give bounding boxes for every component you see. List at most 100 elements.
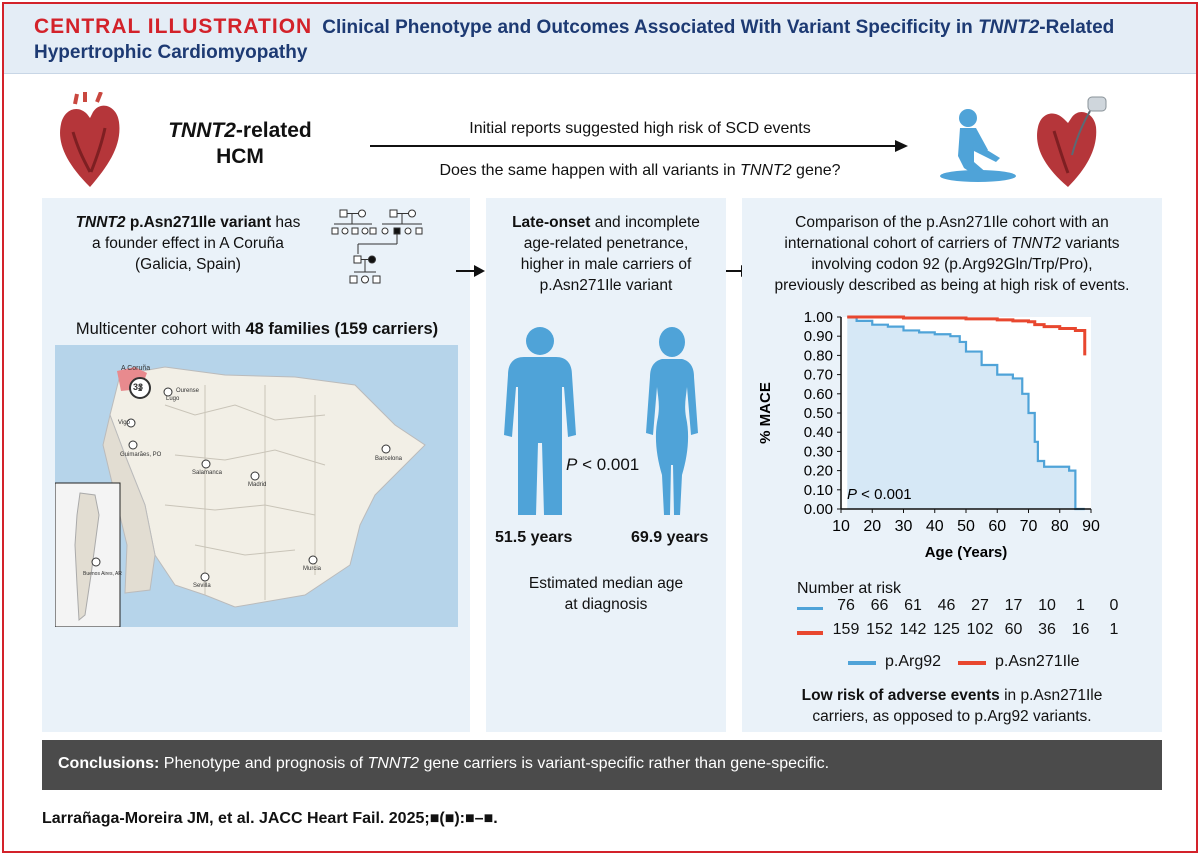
x-tick-label: 40	[926, 518, 944, 535]
top-line2-pre: Does the same happen with all variants i…	[439, 162, 741, 179]
right-comp3: involving codon 92 (p.Arg92Gln/Trp/Pro),	[811, 256, 1093, 273]
conclusion-pre: Phenotype and prognosis of	[159, 755, 368, 772]
middle-line1-rest: and incomplete	[590, 214, 700, 231]
left-has: has	[271, 214, 301, 231]
y-tick-label: 0.60	[804, 386, 833, 403]
middle-penetrance-text: Late-onset and incomplete age-related pe…	[488, 212, 724, 296]
y-tick-label: 0.40	[804, 424, 833, 441]
middle-line2: age-related penetrance,	[523, 235, 689, 252]
nar-value: 60	[1004, 621, 1023, 638]
map-label-guimaraes: Guimarães, PO	[120, 452, 162, 458]
middle-late-onset: Late-onset	[512, 214, 591, 231]
top-hcm: HCM	[216, 145, 264, 168]
nar-value: 27	[971, 597, 989, 614]
title-gene: TNNT2	[978, 17, 1040, 38]
middle-est1: Estimated median age	[528, 575, 684, 592]
header-title-line2: Hypertrophic Cardiomyopathy	[34, 42, 308, 63]
kaplan-meier-chart: 10 20 30 40 50 60 70 80 90 0.00 0.10 0.20 0.30 0.40 0.…	[757, 309, 1100, 561]
middle-p-rest: < 0.001	[577, 455, 640, 474]
legend-asn271-swatch	[958, 661, 986, 665]
arg92-area	[847, 317, 1085, 509]
nar-value: 0	[1109, 597, 1119, 614]
nar-value: 152	[866, 621, 893, 638]
right-low-risk-rest: in p.Asn271Ile	[999, 687, 1103, 704]
y-tick-label: 0.10	[804, 482, 833, 499]
male-silhouette-icon	[504, 327, 576, 515]
conclusion-label: Conclusions:	[58, 755, 160, 772]
right-comp4: previously described as being at high ri…	[774, 277, 1130, 294]
title-post: -Related	[1039, 17, 1115, 38]
right-low-risk-bold: Low risk of adverse events	[801, 687, 1000, 704]
conclusion-bar: Conclusions: Phenotype and prognosis of …	[42, 740, 1162, 790]
middle-p-label: P	[566, 455, 578, 474]
left-line2: a founder effect in A Coruña	[92, 235, 284, 252]
map-label-buenos-aires: Buenos Aires, AR	[83, 571, 122, 577]
cpr-person-icon	[940, 109, 1016, 182]
header: CENTRAL ILLUSTRATION Clinical Phenotype a…	[4, 4, 1196, 74]
nar-value: 66	[870, 597, 889, 614]
left-cohort-text: Multicenter cohort with 48 families (159…	[48, 320, 466, 339]
nar-value: 125	[933, 621, 960, 638]
top-line2: Does the same happen with all variants i…	[370, 160, 910, 181]
chart-p-value: P < 0.001	[847, 486, 912, 503]
y-tick-label: 0.20	[804, 463, 833, 480]
right-comparison-text: Comparison of the p.Asn271Ile cohort wit…	[744, 212, 1160, 296]
right-comp2-gene: TNNT2	[1011, 235, 1061, 252]
middle-line4: p.Asn271Ile variant	[539, 277, 673, 294]
top-line2-gene: TNNT2	[740, 162, 792, 179]
right-low-risk-line2: carriers, as opposed to p.Arg92 variants…	[812, 708, 1092, 725]
x-tick-label: 50	[957, 518, 975, 535]
heart-icon	[60, 92, 120, 187]
left-cohort-bold: 48 families (159 carriers)	[245, 320, 439, 338]
nar-value: 46	[937, 597, 956, 614]
y-tick-label: 0.80	[804, 347, 833, 364]
series-line-asn271	[847, 315, 1087, 356]
middle-p-value: P < 0.001	[566, 455, 639, 475]
map-label-coruna: A Coruña	[121, 365, 151, 372]
x-tick-label: 60	[988, 518, 1006, 535]
top-line1: Initial reports suggested high risk of S…	[469, 120, 811, 137]
left-variant: p.Asn271Ile variant	[125, 214, 272, 231]
legend-arg92-label: p.Arg92	[885, 653, 942, 670]
x-tick-label: 30	[895, 518, 913, 535]
nar-value: 16	[1071, 621, 1090, 638]
middle-est2: at diagnosis	[564, 596, 648, 613]
nar-value: 17	[1004, 597, 1023, 614]
map-label-sevilla: Sevilla	[193, 583, 211, 589]
arrow-left-to-middle	[456, 265, 485, 277]
map-label-vigo: Vigo	[118, 420, 130, 426]
top-gene: TNNT2	[168, 119, 236, 142]
male-median-age: 51.5 years	[495, 529, 573, 546]
y-tick-label: 0.50	[804, 405, 833, 422]
nar-value: 102	[966, 621, 994, 638]
nar-asn271-swatch	[797, 631, 823, 635]
female-median-age: 69.9 years	[631, 529, 709, 546]
map-label-murcia: Murcia	[303, 566, 322, 572]
x-tick-label: 10	[832, 518, 850, 535]
map-label-barcelona: Barcelona	[375, 456, 403, 462]
nar-value: 159	[832, 621, 860, 638]
svg-text:1: 1	[138, 384, 143, 393]
top-arrow	[370, 140, 908, 152]
nar-value: 76	[837, 597, 855, 614]
spain-map: 1	[55, 345, 458, 627]
y-tick-label: 0.00	[804, 501, 833, 518]
y-tick-label: 1.00	[804, 309, 833, 326]
nar-value: 1	[1076, 597, 1085, 614]
y-tick-label: 0.30	[804, 443, 833, 460]
right-low-risk-text: Low risk of adverse events in p.Asn271Il…	[744, 685, 1160, 727]
right-comp2-post: variants	[1060, 235, 1120, 252]
x-tick-label: 70	[1020, 518, 1038, 535]
citation: Larrañaga-Moreira JM, et al. JACC Heart …	[42, 810, 498, 827]
nar-arg92-swatch	[797, 607, 823, 610]
nar-value: 61	[904, 597, 922, 614]
y-tick-label: 0.70	[804, 367, 833, 384]
nar-arg92-row: 76 66 61 46 27 17 10 1 0	[830, 597, 1130, 617]
map-label-ourense: Ourense	[176, 388, 200, 394]
map-label-madrid: Madrid	[248, 482, 267, 488]
left-line3: (Galicia, Spain)	[135, 256, 241, 273]
nar-value: 36	[1038, 621, 1056, 638]
nar-asn271-row: 159 152 142 125 102 60 36 16 1	[830, 621, 1130, 641]
right-comp1: Comparison of the p.Asn271Ile cohort wit…	[795, 214, 1109, 231]
